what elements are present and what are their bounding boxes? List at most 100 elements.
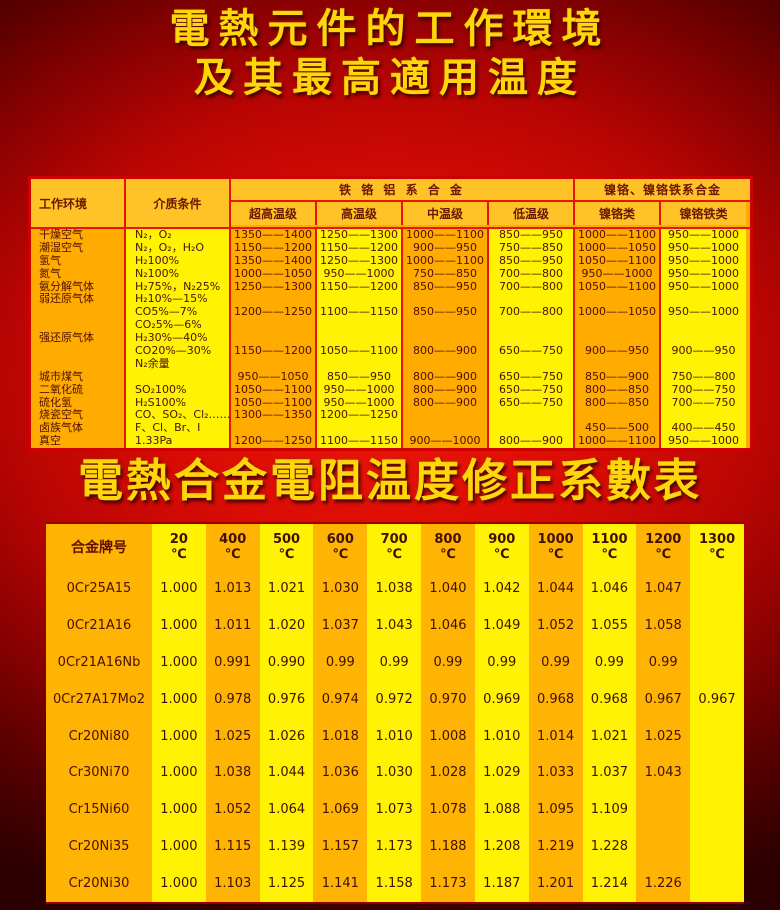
coef-table: 合金牌号 20 ℃ 400 ℃ 500 ℃ 600 ℃ 700 ℃ 800 ℃ 900 ℃ 1… [46,522,744,904]
deg-symbol: ℃ [386,547,403,562]
alloy-grade-cell: 0Cr27A17Mo2 [46,680,152,718]
coefficient-cell: 1.000 [152,606,206,644]
temp-range-cell: 850——950 [489,228,575,242]
coefficient-cell: 1.000 [152,828,206,866]
alloy-grade-cell: 0Cr25A15 [46,570,152,607]
coefficient-cell: 1.029 [474,754,529,792]
temp-range-cell: 950——1000 [317,383,403,397]
temp-range-cell: 950——1000 [661,434,746,449]
coef-table-body: 0Cr25A15 1.000 1.013 1.021 1.030 1.038 1.040 1.… [46,570,744,903]
temp-range-cell: 800——900 [489,434,575,449]
temp-range-cell: 1050——1100 [575,254,661,268]
coefficient-cell: 1.173 [367,828,422,866]
temp-range-cell [317,357,403,371]
temp-range-cell: 1250——1300 [317,228,403,242]
coefficient-cell [690,754,744,792]
coefficient-cell: 1.030 [313,570,368,607]
medium-condition-cell: CO、SO₂、Cl₂…… [126,409,231,423]
temp-range-cell: 900——950 [661,344,746,358]
temp-range-cell: 1300——1350 [231,409,317,423]
coefficient-cell: 1.000 [152,570,206,607]
temp-range-cell [489,293,575,307]
temp-range-cell: 1000——1050 [575,305,661,320]
coefficient-cell: 0.978 [205,680,260,718]
temp-range-cell: 450——500 [575,421,661,436]
alloy-grade-cell: Cr30Ni70 [46,754,152,792]
temp-range-cell: 900——950 [575,344,661,358]
deg-symbol: ℃ [171,547,187,562]
coefficient-cell: 1.000 [152,791,206,829]
coef-header-temp-600: 600 ℃ [313,524,368,570]
coefficient-cell: 1.033 [528,754,583,792]
temp-range-cell: 850——950 [403,305,489,320]
temp-range-cell [489,409,575,423]
env-table: 工作环境 介质条件 铁 铬 铝 系 合 金 镍铬、镍铬铁系合金 超高温级 高温级… [28,176,753,452]
env-name-cell: 氮气 [31,267,126,281]
temp-value: 20 [169,532,188,547]
coefficient-cell [690,570,744,607]
medium-condition-cell: N₂，O₂，H₂O [126,241,231,255]
temp-range-cell: 950——1000 [575,267,661,281]
temp-value: 900 [488,532,516,547]
temp-range-cell: 950——1000 [661,241,746,255]
coef-header-temp-1100: 1100 ℃ [582,524,637,570]
temp-range-cell [317,293,403,307]
coefficient-cell: 1.036 [313,754,368,792]
coefficient-cell [690,643,744,681]
coef-header-temp-20: 20 ℃ [152,524,206,570]
temp-value: 1000 [537,532,574,547]
env-table-body: 干燥空气 N₂，O₂ 1350——1400 1250——1300 1000——1100 8… [31,228,750,449]
env-header-right: 铁 铬 铝 系 合 金 镍铬、镍铬铁系合金 超高温级 高温级 中温级 低温级 镍… [231,179,750,227]
main-title-line2: 及其最高適用温度 [194,54,586,101]
coefficient-cell: 0.99 [367,643,422,681]
temp-range-cell: 700——750 [661,396,746,410]
coefficient-cell: 1.157 [313,828,368,866]
temp-range-cell [403,357,489,371]
temp-range-cell: 700——800 [489,280,575,294]
temp-range-cell [489,357,575,371]
env-header-groups: 铁 铬 铝 系 合 金 镍铬、镍铬铁系合金 [231,179,750,202]
temp-range-cell: 700——800 [489,305,575,320]
medium-condition-cell: H₂10%—15% [126,293,231,307]
coef-header-temp-1300: 1300 ℃ [690,524,744,570]
coefficient-cell: 0.976 [259,680,314,718]
coefficient-cell: 1.000 [152,680,206,718]
coefficient-cell: 0.967 [690,680,744,718]
alloy-grade-cell: Cr20Ni30 [46,865,152,903]
temp-range-cell [317,319,403,333]
coefficient-cell: 1.055 [582,606,637,644]
deg-symbol: ℃ [547,547,564,562]
coefficient-cell [690,606,744,644]
temp-range-cell [575,293,661,307]
deg-symbol: ℃ [493,547,510,562]
coefficient-cell: 1.042 [474,570,529,607]
coefficient-cell: 0.972 [367,680,422,718]
coefficient-cell: 1.049 [474,606,529,644]
coefficient-cell: 1.037 [582,754,637,792]
coefficient-cell: 1.046 [421,606,475,644]
temp-range-cell: 800——850 [575,383,661,397]
coefficient-cell: 1.052 [205,791,260,829]
temp-value: 1200 [645,532,682,547]
coefficient-cell: 1.226 [636,865,691,903]
env-name-cell: 氢气 [31,254,126,268]
medium-condition-cell: CO₂5%—6% [126,318,231,333]
temp-range-cell [403,409,489,423]
env-name-cell: 城市煤气 [31,370,126,384]
temp-range-cell: 400——450 [661,421,746,436]
deg-symbol: ℃ [278,547,295,562]
coefficient-cell: 1.020 [259,606,314,644]
temp-range-cell: 750——850 [489,241,575,255]
coef-table-row: Cr20Ni30 1.000 1.103 1.125 1.141 1.158 1.173 1.… [46,865,744,903]
env-name-cell: 烧瓷空气 [31,409,126,423]
temp-range-cell: 650——750 [489,370,575,384]
coefficient-cell: 1.011 [205,606,260,644]
temp-range-cell: 1250——1300 [231,280,317,294]
coefficient-cell: 1.044 [259,754,314,792]
coefficient-cell [690,791,744,829]
coefficient-cell: 1.219 [528,828,583,866]
coefficient-cell: 1.021 [582,717,637,755]
temp-range-cell [403,422,489,436]
temp-value: 800 [434,532,462,547]
coefficient-cell: 1.073 [367,791,422,829]
